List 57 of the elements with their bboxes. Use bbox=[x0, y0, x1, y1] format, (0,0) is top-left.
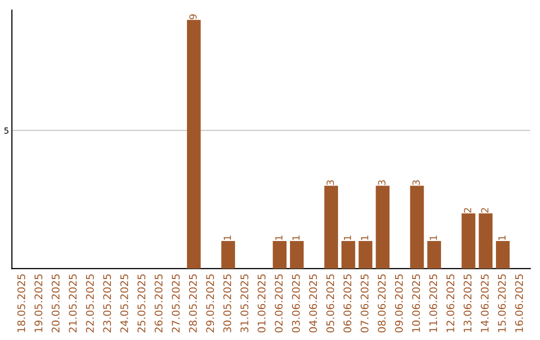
x-tick-label: 18.05.2025 bbox=[17, 274, 26, 332]
x-tick-label: 23.05.2025 bbox=[103, 274, 112, 332]
bar bbox=[478, 213, 493, 269]
bar bbox=[186, 20, 201, 269]
x-tick-label: 29.05.2025 bbox=[206, 274, 214, 332]
x-tick-label: 06.06.2025 bbox=[343, 274, 352, 332]
x-tick-label: 26.05.2025 bbox=[154, 274, 163, 332]
bar bbox=[376, 186, 390, 269]
bar bbox=[341, 240, 356, 269]
x-tick-label: 28.05.2025 bbox=[188, 274, 197, 332]
data-label: 1 bbox=[344, 236, 352, 240]
data-label: 1 bbox=[498, 236, 506, 240]
x-tick-label: 01.06.2025 bbox=[258, 274, 266, 332]
data-label: 3 bbox=[378, 180, 386, 185]
x-tick-label: 15.06.2025 bbox=[498, 274, 506, 332]
data-label: 1 bbox=[361, 236, 368, 240]
x-tick-label: 03.06.2025 bbox=[292, 274, 300, 332]
x-tick-label: 09.06.2025 bbox=[394, 274, 403, 332]
x-tick-label: 16.06.2025 bbox=[515, 274, 524, 332]
data-label: 1 bbox=[292, 236, 300, 240]
x-tick-label: 11.06.2025 bbox=[429, 274, 438, 332]
data-label: 9 bbox=[189, 14, 197, 20]
data-label: 2 bbox=[464, 208, 472, 213]
x-tick-label: 27.05.2025 bbox=[172, 274, 180, 332]
x-tick-label: 07.06.2025 bbox=[360, 274, 369, 332]
bar bbox=[496, 240, 510, 269]
y-tick-label: 5 bbox=[4, 128, 8, 134]
bar bbox=[324, 186, 338, 269]
bar bbox=[290, 240, 304, 269]
bar bbox=[462, 213, 476, 269]
bar bbox=[427, 240, 442, 269]
x-tick-label: 20.05.2025 bbox=[52, 274, 60, 332]
bar bbox=[221, 240, 236, 269]
x-tick-label: 14.06.2025 bbox=[480, 274, 489, 332]
x-tick-label: 19.05.2025 bbox=[34, 274, 42, 332]
data-label: 3 bbox=[412, 180, 420, 185]
x-tick-label: 13.06.2025 bbox=[464, 274, 472, 332]
x-tick-label: 22.05.2025 bbox=[86, 274, 94, 332]
x-tick-label: 08.06.2025 bbox=[378, 274, 386, 332]
x-tick-label: 25.05.2025 bbox=[137, 274, 146, 332]
x-tick-label: 02.06.2025 bbox=[274, 274, 283, 332]
x-tick-label: 10.06.2025 bbox=[412, 274, 420, 332]
data-label: 1 bbox=[430, 236, 437, 240]
bar bbox=[410, 186, 424, 269]
x-tick-label: 05.06.2025 bbox=[326, 274, 334, 332]
x-tick-label: 12.06.2025 bbox=[446, 274, 454, 332]
data-label: 1 bbox=[275, 236, 282, 240]
x-tick-label: 24.05.2025 bbox=[120, 274, 128, 332]
bar bbox=[358, 240, 372, 269]
bar bbox=[272, 240, 287, 269]
data-label: 3 bbox=[326, 180, 334, 185]
x-tick-label: 04.06.2025 bbox=[309, 274, 318, 332]
x-tick-label: 31.05.2025 bbox=[240, 274, 248, 332]
data-label: 2 bbox=[481, 208, 488, 213]
data-label: 1 bbox=[224, 236, 231, 240]
x-tick-label: 30.05.2025 bbox=[223, 274, 232, 332]
x-tick-label: 21.05.2025 bbox=[68, 274, 77, 332]
